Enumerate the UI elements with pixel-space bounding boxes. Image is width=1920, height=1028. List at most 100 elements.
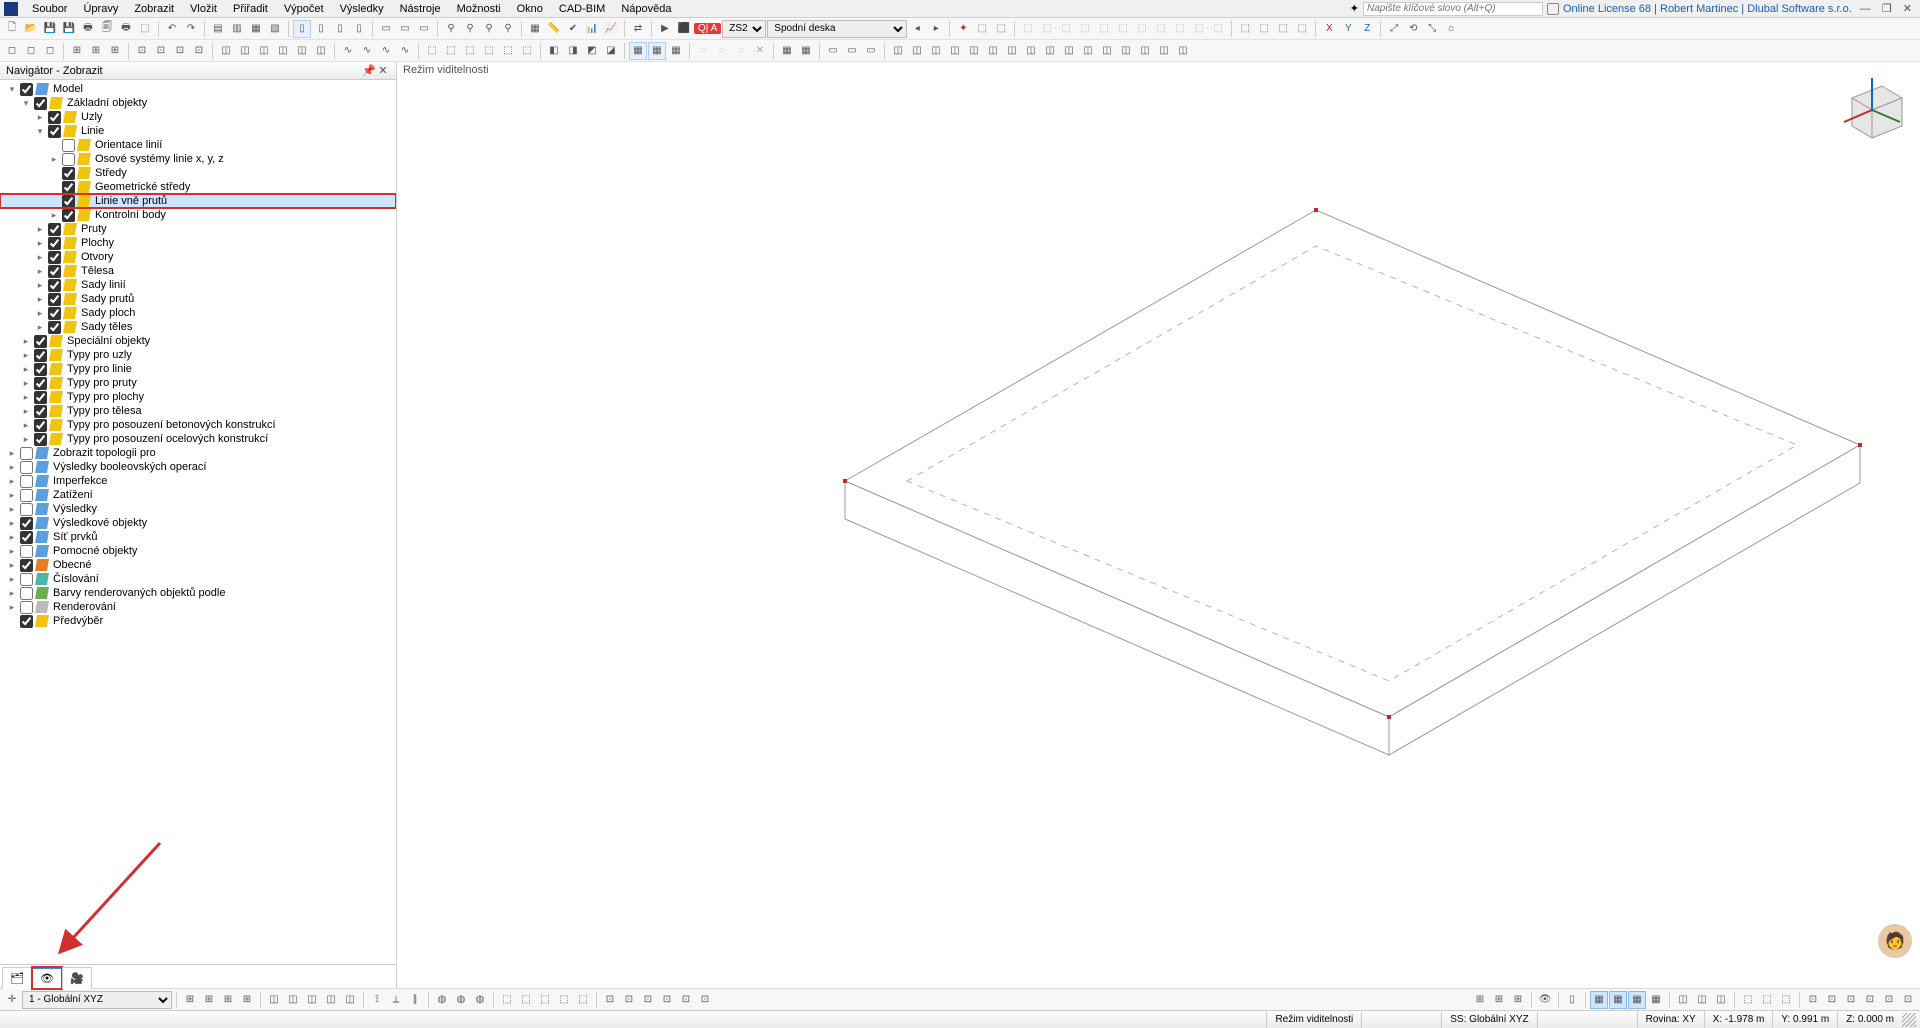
tb-mesh[interactable]: ▦: [526, 20, 544, 38]
expand-icon[interactable]: ▸: [20, 376, 32, 390]
tb2-ax[interactable]: ◫: [1022, 42, 1040, 60]
bt-i[interactable]: ◫: [341, 991, 359, 1009]
expand-icon[interactable]: ▸: [48, 152, 60, 166]
navigator-tree[interactable]: ▾Model▾Základní objekty▸Uzly▾LinieOrient…: [0, 80, 396, 964]
bt-r2[interactable]: ⊞: [1490, 991, 1508, 1009]
tree-row-37[interactable]: ▸Renderování: [0, 600, 396, 614]
expand-icon[interactable]: ▸: [6, 516, 18, 530]
bt-r3[interactable]: ⊞: [1509, 991, 1527, 1009]
tb-view1[interactable]: ⤢: [1385, 20, 1403, 38]
bt-r18[interactable]: ⊡: [1842, 991, 1860, 1009]
tb-cube3[interactable]: ⬚: [1274, 20, 1292, 38]
expand-icon[interactable]: ▸: [6, 586, 18, 600]
tree-checkbox[interactable]: [20, 587, 33, 600]
tb2-o[interactable]: ◫: [293, 42, 311, 60]
tree-row-21[interactable]: ▸Typy pro pruty: [0, 376, 396, 390]
tb2-h[interactable]: ⊡: [152, 42, 170, 60]
tb-section2[interactable]: ▭: [396, 20, 414, 38]
tb-undo[interactable]: ↶: [163, 20, 181, 38]
expand-icon[interactable]: ▸: [34, 250, 46, 264]
expand-icon[interactable]: ▸: [6, 488, 18, 502]
tree-checkbox[interactable]: [48, 237, 61, 250]
bt-x[interactable]: ⊡: [658, 991, 676, 1009]
tb2-c[interactable]: ◻: [41, 42, 59, 60]
tree-checkbox[interactable]: [20, 559, 33, 572]
bt-r4[interactable]: 👁: [1536, 991, 1554, 1009]
bt-p[interactable]: ⬚: [498, 991, 516, 1009]
bt-f[interactable]: ◫: [284, 991, 302, 1009]
tb2-aq[interactable]: ◫: [889, 42, 907, 60]
tb2-an[interactable]: ▭: [824, 42, 842, 60]
tree-checkbox[interactable]: [20, 503, 33, 516]
tree-row-10[interactable]: ▸Pruty: [0, 222, 396, 236]
expand-icon[interactable]: ▸: [6, 474, 18, 488]
tb-axisy[interactable]: Y: [1339, 20, 1357, 38]
tb-next[interactable]: ▸: [927, 20, 945, 38]
tree-checkbox[interactable]: [48, 321, 61, 334]
tb2-bd[interactable]: ◫: [1136, 42, 1154, 60]
tb2-t[interactable]: ∿: [396, 42, 414, 60]
tb-gh[interactable]: ⬚: [1152, 20, 1170, 38]
tb2-bb[interactable]: ◫: [1098, 42, 1116, 60]
bt-s[interactable]: ⬚: [555, 991, 573, 1009]
tree-row-14[interactable]: ▸Sady linií: [0, 278, 396, 292]
tb-layers1[interactable]: ▤: [209, 20, 227, 38]
bt-r1[interactable]: ⊞: [1471, 991, 1489, 1009]
tree-row-5[interactable]: ▸Osové systémy linie x, y, z: [0, 152, 396, 166]
menu-vysledky[interactable]: Výsledky: [332, 2, 392, 16]
tree-checkbox[interactable]: [20, 517, 33, 530]
tree-checkbox[interactable]: [48, 265, 61, 278]
viewport[interactable]: Režim viditelnosti 🧑: [397, 62, 1920, 988]
tb-new[interactable]: 🗋: [3, 20, 21, 38]
tb-misc1[interactable]: ⬚: [973, 20, 991, 38]
bt-r13[interactable]: ⬚: [1739, 991, 1757, 1009]
tb-view4[interactable]: ⌂: [1442, 20, 1460, 38]
tb-printrep[interactable]: 🖶: [117, 20, 135, 38]
menu-upravy[interactable]: Úpravy: [75, 2, 126, 16]
bt-u[interactable]: ⊡: [601, 991, 619, 1009]
expand-icon[interactable]: ▸: [6, 600, 18, 614]
tree-checkbox[interactable]: [34, 363, 47, 376]
tree-row-2[interactable]: ▸Uzly: [0, 110, 396, 124]
tb-gj[interactable]: ⬚: [1190, 20, 1208, 38]
tb-filter1[interactable]: ⚲: [442, 20, 460, 38]
expand-icon[interactable]: ▸: [20, 418, 32, 432]
bt-m[interactable]: ◍: [433, 991, 451, 1009]
tree-checkbox[interactable]: [34, 349, 47, 362]
tree-checkbox[interactable]: [34, 419, 47, 432]
tb2-ao[interactable]: ▭: [843, 42, 861, 60]
tree-row-0[interactable]: ▾Model: [0, 82, 396, 96]
tree-row-32[interactable]: ▸Síť prvků: [0, 530, 396, 544]
tree-row-23[interactable]: ▸Typy pro tělesa: [0, 404, 396, 418]
tb2-ag[interactable]: ▦: [667, 42, 685, 60]
bt-l[interactable]: ∥: [406, 991, 424, 1009]
tree-checkbox[interactable]: [48, 223, 61, 236]
tb-section3[interactable]: ▭: [415, 20, 433, 38]
tree-checkbox[interactable]: [48, 279, 61, 292]
expand-icon[interactable]: ▾: [20, 96, 32, 110]
tb2-be[interactable]: ◫: [1155, 42, 1173, 60]
tb-panel4[interactable]: ▯: [350, 20, 368, 38]
tree-checkbox[interactable]: [48, 111, 61, 124]
menu-soubor[interactable]: Soubor: [24, 2, 75, 16]
tree-row-27[interactable]: ▸Výsledky booleovských operací: [0, 460, 396, 474]
bt-y[interactable]: ⊡: [677, 991, 695, 1009]
bt-r16[interactable]: ⊡: [1804, 991, 1822, 1009]
tb-gb[interactable]: ⬚: [1038, 20, 1056, 38]
tree-row-36[interactable]: ▸Barvy renderovaných objektů podle: [0, 586, 396, 600]
tree-checkbox[interactable]: [20, 475, 33, 488]
settings-icon[interactable]: [1547, 3, 1559, 15]
tb-cube2[interactable]: ⬚: [1255, 20, 1273, 38]
tree-checkbox[interactable]: [34, 335, 47, 348]
tree-checkbox[interactable]: [62, 167, 75, 180]
menu-moznosti[interactable]: Možnosti: [449, 2, 509, 16]
expand-icon[interactable]: ▸: [20, 362, 32, 376]
bt-g[interactable]: ◫: [303, 991, 321, 1009]
tb2-av[interactable]: ◫: [984, 42, 1002, 60]
tb2-v[interactable]: ⬚: [442, 42, 460, 60]
bt-r11[interactable]: ◫: [1693, 991, 1711, 1009]
tree-checkbox[interactable]: [48, 125, 61, 138]
keyword-search[interactable]: [1363, 2, 1543, 16]
tb2-w[interactable]: ⬚: [461, 42, 479, 60]
tree-row-31[interactable]: ▸Výsledkové objekty: [0, 516, 396, 530]
